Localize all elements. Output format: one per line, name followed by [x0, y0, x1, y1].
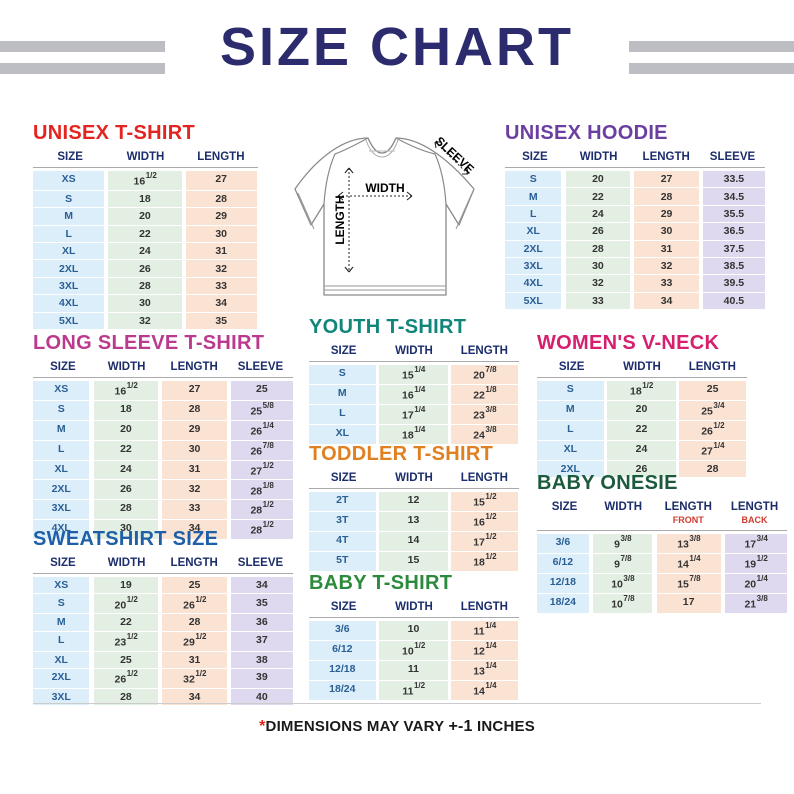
- svg-text:LENGTH: LENGTH: [333, 195, 347, 244]
- svg-text:WIDTH: WIDTH: [365, 181, 404, 195]
